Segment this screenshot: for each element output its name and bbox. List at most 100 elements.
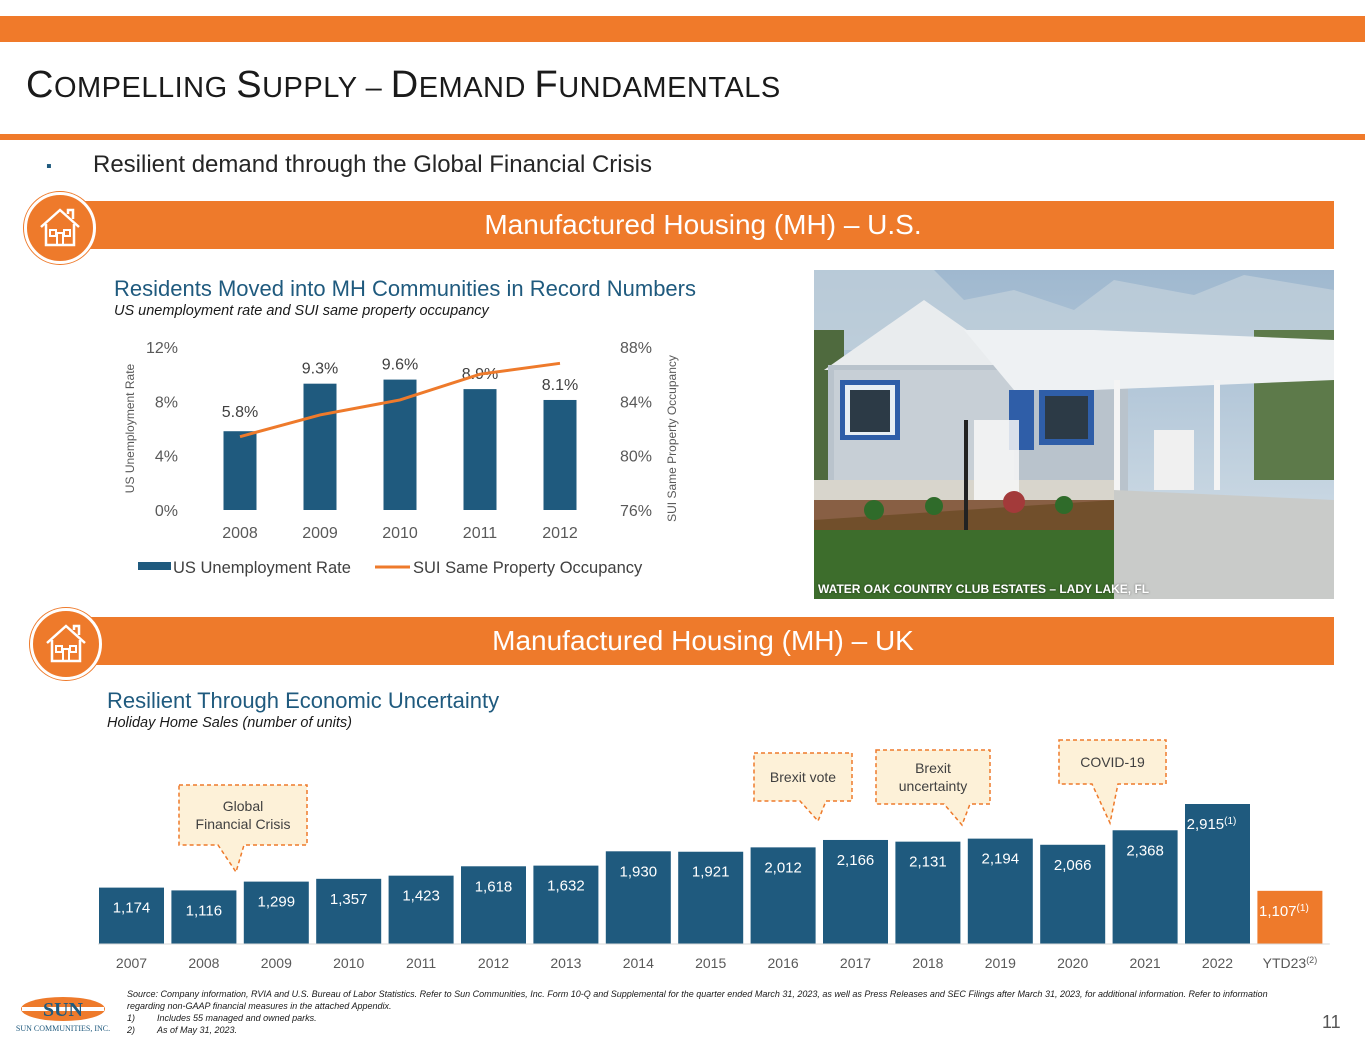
top-accent-bar <box>0 16 1365 42</box>
y2-tick-label: 80% <box>620 449 652 466</box>
legend-label-unemployment: US Unemployment Rate <box>173 559 351 577</box>
y2-axis-title: SUI Same Property Occupancy <box>665 355 679 522</box>
sales-bar <box>750 847 816 944</box>
annotation-callout <box>1058 739 1167 826</box>
house-icon <box>24 192 96 264</box>
sun-communities-logo: SUN SUN COMMUNITIES, INC. <box>8 994 118 1036</box>
uk-chart-title: Resilient Through Economic Uncertainty <box>107 688 500 713</box>
annotation-text: Brexit vote <box>770 769 836 785</box>
x-tick-label: YTD23(2) <box>1263 955 1318 971</box>
uk-chart-subtitle: Holiday Home Sales (number of units) <box>107 715 352 731</box>
sales-data-label: 2,368 <box>1126 842 1164 859</box>
us-chart-subtitle: US unemployment rate and SUI same proper… <box>114 303 489 319</box>
occupancy-line <box>239 361 561 439</box>
annotation-callout <box>178 784 308 874</box>
title-divider <box>0 134 1365 140</box>
x-tick-label: 2011 <box>463 525 498 542</box>
us-band-title: Manufactured Housing (MH) – U.S. <box>484 209 922 240</box>
legend-swatch-unemployment <box>138 562 171 570</box>
sales-data-label: 1,357 <box>330 891 368 908</box>
x-tick-label: 2015 <box>695 955 726 971</box>
sales-bar <box>678 851 744 944</box>
unemployment-data-label: 5.8% <box>222 404 258 421</box>
x-tick-label: 2020 <box>1057 955 1088 971</box>
source-note: Source: Company information, RVIA and U.… <box>127 989 1268 1011</box>
x-tick-label: 2009 <box>302 525 338 542</box>
page-title: COMPELLING SUPPLY – DEMAND FUNDAMENTALS <box>26 64 781 106</box>
unemployment-data-label: 8.1% <box>542 377 578 394</box>
logo-subtext: SUN COMMUNITIES, INC. <box>16 1024 110 1033</box>
sales-data-label: 2,012 <box>764 859 802 876</box>
x-tick-label: 2019 <box>985 955 1016 971</box>
unemployment-bar <box>543 399 577 510</box>
annotation-text: COVID-19 <box>1080 754 1145 770</box>
x-tick-label: 2014 <box>623 955 654 971</box>
sales-bar <box>1185 804 1250 944</box>
sales-bar <box>533 865 599 944</box>
y-tick-label: 4% <box>155 449 178 466</box>
sales-bar <box>1112 830 1178 944</box>
us-unemployment-chart: 12% 8% 4% 0% 88% 84% 80% 76% US Unemployment Rat… <box>123 340 679 577</box>
y2-tick-label: 84% <box>620 394 652 411</box>
x-tick-label: 2010 <box>333 955 364 971</box>
x-tick-label: 2012 <box>542 525 578 542</box>
y2-tick-label: 88% <box>620 340 652 357</box>
x-tick-label: 2022 <box>1202 955 1233 971</box>
x-tick-label: 2011 <box>406 955 436 971</box>
sales-data-label: 1,299 <box>258 894 296 911</box>
sales-bar <box>605 851 671 944</box>
sales-data-label: 2,131 <box>909 854 947 871</box>
page-number: 11 <box>1322 1012 1341 1032</box>
annotation-text: Brexit <box>915 760 951 776</box>
x-tick-label: 2008 <box>222 525 258 542</box>
sales-bar <box>388 875 454 944</box>
house-icon <box>30 608 102 680</box>
footnote-2: 2) As of May 31, 2023. <box>127 1025 238 1035</box>
uk-section-band: Manufactured Housing (MH) – UK <box>72 617 1334 665</box>
sales-data-label: 1,174 <box>113 900 151 917</box>
sales-bar <box>967 838 1033 944</box>
unemployment-bar <box>223 431 257 510</box>
sales-data-label: 1,423 <box>402 888 440 905</box>
y-tick-label: 0% <box>155 503 178 520</box>
annotation-callout <box>753 752 853 823</box>
sales-data-label: 2,915(1) <box>1187 816 1237 833</box>
sales-bar <box>461 866 526 944</box>
us-chart-title: Residents Moved into MH Communities in R… <box>114 276 696 301</box>
logo-text: SUN <box>43 999 84 1021</box>
sales-bar <box>1040 844 1106 944</box>
unemployment-bar <box>463 389 497 510</box>
uk-holiday-home-sales-chart: 1,174 2007 1,116 2008 1,299 2009 1,357 2010 1,42… <box>98 739 1330 971</box>
unemployment-bar <box>303 383 337 510</box>
footnotes: Source: Company information, RVIA and U.… <box>127 988 1277 1036</box>
annotation-text: uncertainty <box>899 778 967 794</box>
legend-label-occupancy: SUI Same Property Occupancy <box>413 559 643 577</box>
y-tick-label: 8% <box>155 394 178 411</box>
x-tick-label: 2009 <box>261 955 292 971</box>
sales-data-label: 2,166 <box>837 852 875 869</box>
photo-caption: WATER OAK COUNTRY CLUB ESTATES – LADY LA… <box>818 582 1150 596</box>
x-tick-label: 2008 <box>188 955 219 971</box>
annotation-text: Global <box>223 798 263 814</box>
y-tick-label: 12% <box>146 340 178 357</box>
sales-data-label: 1,107(1) <box>1259 903 1309 920</box>
x-tick-label: 2013 <box>550 955 581 971</box>
sales-bar <box>316 878 382 944</box>
sales-data-label: 2,066 <box>1054 857 1092 874</box>
sales-bar <box>1257 890 1323 944</box>
sales-bar <box>99 887 164 944</box>
footnote-1: 1) Includes 55 managed and owned parks. <box>127 1013 317 1023</box>
unemployment-data-label: 9.3% <box>302 361 338 378</box>
x-tick-label: 2017 <box>840 955 871 971</box>
sales-data-label: 1,930 <box>620 863 658 880</box>
x-tick-label: 2012 <box>478 955 509 971</box>
unemployment-data-label: 9.6% <box>382 357 418 374</box>
y-axis-title: US Unemployment Rate <box>123 363 137 493</box>
x-tick-label: 2021 <box>1130 955 1161 971</box>
x-tick-label: 2010 <box>382 525 418 542</box>
sales-data-label: 1,921 <box>692 864 730 881</box>
annotation-callout <box>875 749 991 827</box>
sales-bar <box>243 881 309 944</box>
sales-data-label: 1,116 <box>186 902 222 919</box>
sales-bar <box>171 890 237 944</box>
